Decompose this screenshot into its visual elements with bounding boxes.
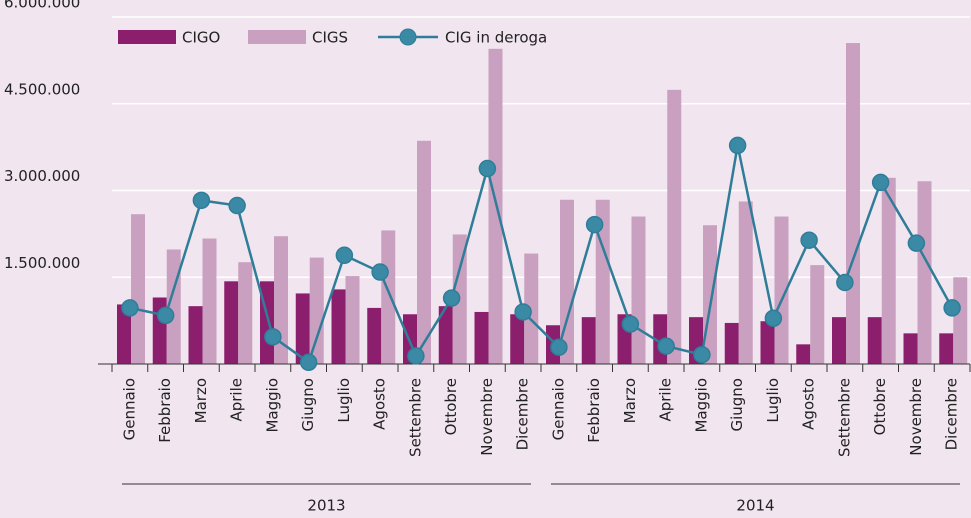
bar <box>724 322 739 364</box>
bar <box>117 304 131 364</box>
line-marker <box>192 191 211 210</box>
bar <box>738 201 753 364</box>
bar <box>202 238 217 364</box>
x-tick-label: Luglio <box>764 378 782 423</box>
line <box>129 145 954 365</box>
line-marker <box>800 231 818 249</box>
line-marker <box>693 345 711 364</box>
bar <box>367 307 382 364</box>
line-marker <box>728 136 747 155</box>
group-label: 2014 <box>736 497 774 515</box>
x-tick-label: Febbraio <box>585 378 603 443</box>
bar <box>796 344 811 364</box>
bar <box>939 333 954 364</box>
legend-swatch <box>118 30 176 44</box>
bar <box>474 311 489 364</box>
bar <box>760 321 775 364</box>
line-marker <box>442 289 461 307</box>
bar <box>917 181 932 364</box>
legend-marker <box>399 28 417 46</box>
y-tick-label: 1.500.000 <box>4 254 80 272</box>
line-marker <box>514 303 532 321</box>
line-marker <box>836 273 854 292</box>
x-tick-label: Gennaio <box>549 378 567 440</box>
line-marker <box>943 299 961 317</box>
line-marker <box>871 173 890 192</box>
bar <box>438 306 453 364</box>
x-tick-label: Marzo <box>621 378 639 423</box>
line-marker <box>907 234 926 252</box>
bar <box>560 199 574 364</box>
x-tick-label: Agosto <box>800 378 818 430</box>
line-marker <box>335 246 354 265</box>
legend-swatch <box>248 30 306 44</box>
bar <box>667 89 682 365</box>
line-marker <box>121 299 139 317</box>
bar <box>224 281 239 364</box>
bar <box>381 230 396 364</box>
line-marker <box>299 353 318 372</box>
legend-label: CIG in deroga <box>445 29 547 47</box>
bar <box>832 317 846 364</box>
line-marker <box>371 263 389 281</box>
legend-label: CIGO <box>182 29 220 47</box>
x-tick-label: Novembre <box>907 378 925 456</box>
x-tick-label: Dicembre <box>943 378 961 450</box>
x-tick-label: Giugno <box>299 378 317 432</box>
line-marker <box>407 347 425 365</box>
line-marker <box>264 328 282 346</box>
line-marker <box>228 196 246 215</box>
bar <box>846 43 860 365</box>
bar <box>295 293 310 364</box>
y-tick-label: 4.500.000 <box>4 80 80 98</box>
x-tick-label: Gennaio <box>120 378 138 440</box>
line-marker <box>657 337 675 355</box>
x-tick-label: Ottobre <box>871 378 889 435</box>
x-tick-label: Settembre <box>835 378 853 457</box>
bar <box>331 289 346 364</box>
bar <box>345 276 360 364</box>
bar <box>810 265 825 364</box>
x-tick-label: Settembre <box>406 378 424 457</box>
x-tick-label: Ottobre <box>442 378 460 435</box>
bar <box>774 216 789 364</box>
group-label: 2013 <box>307 497 345 515</box>
line-marker <box>764 309 783 328</box>
x-tick-label: Agosto <box>371 378 389 430</box>
line-marker <box>621 315 640 333</box>
x-tick-label: Maggio <box>692 378 710 433</box>
bar <box>510 314 525 364</box>
x-tick-label: Novembre <box>478 378 496 456</box>
x-tick-label: Marzo <box>192 378 210 423</box>
x-tick-label: Dicembre <box>514 378 532 450</box>
line-marker <box>585 215 604 234</box>
line-marker <box>550 338 568 356</box>
x-tick-label: Maggio <box>263 378 281 433</box>
y-tick-label: 3.000.000 <box>4 167 80 185</box>
x-tick-label: Febbraio <box>156 378 174 443</box>
bar <box>417 140 431 364</box>
bar <box>881 177 896 364</box>
legend-label: CIGS <box>312 29 348 47</box>
bar <box>309 257 324 364</box>
line-marker <box>156 306 175 325</box>
x-tick-label: Luglio <box>335 378 353 423</box>
bar <box>581 317 596 364</box>
x-tick-label: Aprile <box>228 378 246 422</box>
line-marker <box>478 159 497 178</box>
x-tick-label: Giugno <box>728 378 746 432</box>
bar <box>188 306 203 364</box>
bar <box>867 317 882 364</box>
bar <box>631 216 646 364</box>
bar <box>488 48 503 364</box>
bar <box>953 277 968 364</box>
bar <box>131 214 145 364</box>
bar <box>903 333 918 364</box>
x-tick-label: Aprile <box>657 378 675 422</box>
bar <box>238 262 253 364</box>
y-tick-label: 6.000.000 <box>4 0 80 12</box>
